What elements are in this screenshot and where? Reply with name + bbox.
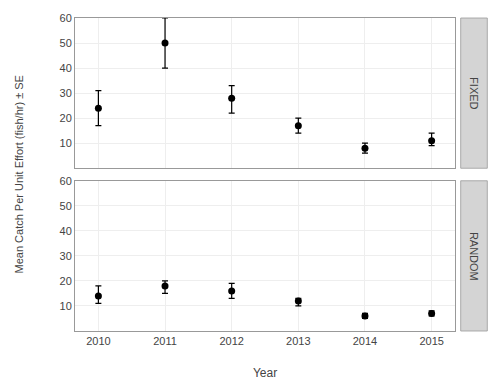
svg-text:2014: 2014: [353, 335, 377, 347]
svg-text:40: 40: [60, 62, 72, 74]
svg-text:30: 30: [60, 87, 72, 99]
svg-text:2012: 2012: [219, 335, 243, 347]
svg-text:30: 30: [60, 250, 72, 262]
svg-text:20: 20: [60, 275, 72, 287]
svg-text:10: 10: [60, 137, 72, 149]
svg-text:50: 50: [60, 37, 72, 49]
svg-text:50: 50: [60, 200, 72, 212]
svg-text:20: 20: [60, 112, 72, 124]
svg-text:RANDOM: RANDOM: [468, 232, 480, 281]
svg-text:2010: 2010: [86, 335, 110, 347]
svg-text:FIXED: FIXED: [468, 77, 480, 109]
svg-text:10: 10: [60, 300, 72, 312]
svg-text:2015: 2015: [419, 335, 443, 347]
svg-text:60: 60: [60, 175, 72, 187]
svg-text:40: 40: [60, 225, 72, 237]
svg-text:2013: 2013: [286, 335, 310, 347]
svg-text:Mean Catch Per Unit Effort (fi: Mean Catch Per Unit Effort (fish/hr) ± S…: [13, 75, 25, 273]
svg-text:60: 60: [60, 12, 72, 24]
svg-text:Year: Year: [253, 366, 277, 380]
svg-text:2011: 2011: [153, 335, 177, 347]
